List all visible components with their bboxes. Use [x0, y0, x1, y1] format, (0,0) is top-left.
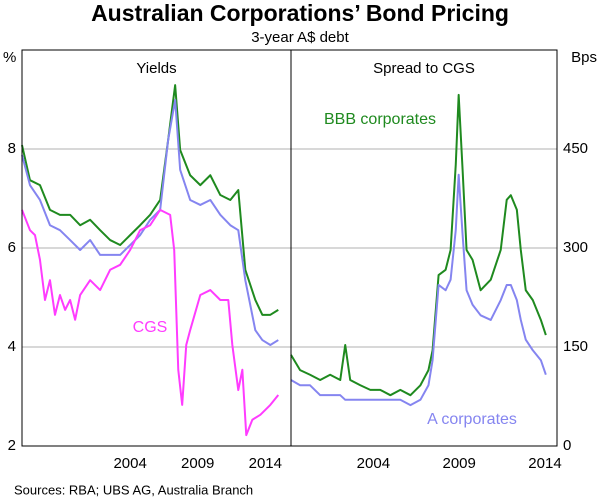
y-tick-label: 450 [563, 140, 588, 157]
y-tick-label: 6 [8, 239, 16, 256]
y-axis-label: % [3, 49, 16, 66]
x-tick-label: 2004 [357, 455, 390, 472]
y-tick-label: 8 [8, 140, 16, 157]
series-label: A corporates [427, 411, 517, 428]
series-line [21, 99, 279, 347]
panel-title: Yields [136, 60, 176, 77]
x-tick-label: 2014 [528, 455, 561, 472]
series-label: CGS [133, 319, 168, 336]
source-note: Sources: RBA; UBS AG, Australia Branch [14, 482, 253, 497]
x-tick-label: 2004 [113, 455, 146, 472]
plots: 2 4 6 8% Yields 2004 2009 2014 CGS 0 150 300 450 Bps S… [3, 49, 597, 472]
y-tick-label: 4 [8, 338, 16, 355]
x-tick-label: 2014 [249, 455, 282, 472]
y-tick-label: 300 [563, 239, 588, 256]
y-axis-label: Bps [571, 49, 597, 66]
series-line [290, 93, 547, 397]
chart-title: Australian Corporations’ Bond Pricing [91, 0, 509, 26]
y-tick-label: 0 [563, 437, 571, 454]
y-tick-label: 2 [8, 437, 16, 454]
series-label: BBB corporates [324, 111, 436, 128]
y-tick-label: 150 [563, 338, 588, 355]
chart-subtitle: 3-year A$ debt [251, 29, 349, 46]
x-tick-label: 2009 [442, 455, 475, 472]
panel-title: Spread to CGS [373, 60, 475, 77]
plot-frame [21, 49, 558, 447]
series-line [290, 173, 547, 407]
series-line [21, 208, 280, 437]
series-line [21, 84, 279, 316]
x-tick-label: 2009 [181, 455, 214, 472]
